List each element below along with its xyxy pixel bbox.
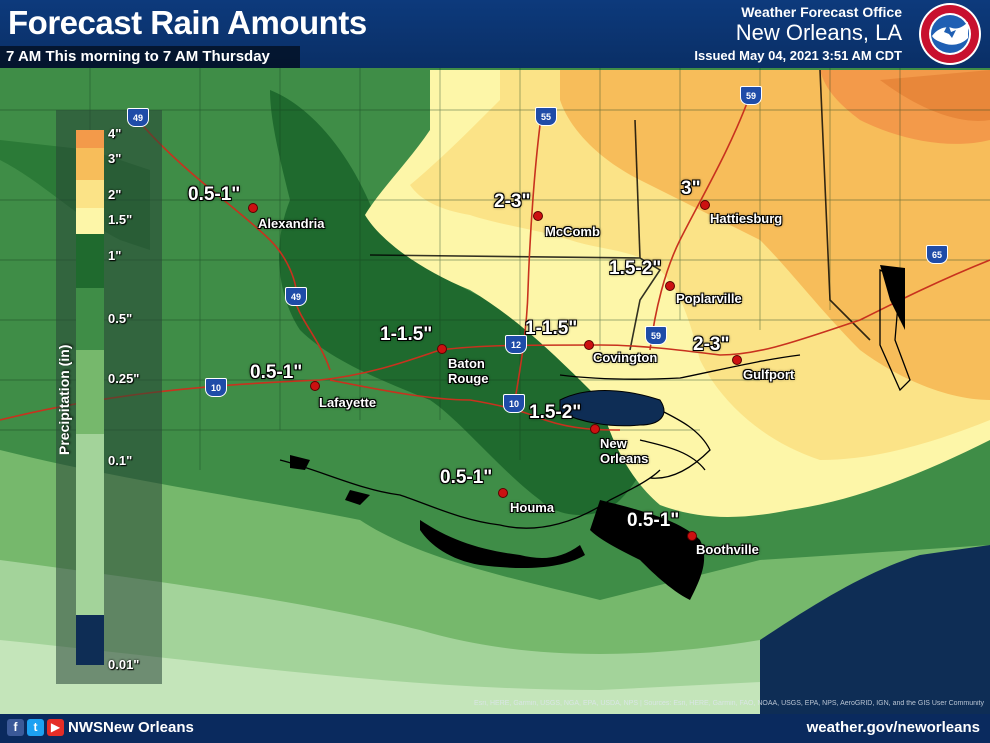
legend-swatch-1-5 xyxy=(76,208,104,234)
city-label-boothville: Boothville xyxy=(696,542,759,557)
city-dot-mccomb xyxy=(533,211,543,221)
map-attribution: Esri, HERE, Garmin, USGS, NGA, EPA, USDA… xyxy=(474,700,984,707)
interstate-59-north-shield: 59 xyxy=(740,86,762,105)
city-dot-covington xyxy=(584,340,594,350)
amount-label-alexandria: 0.5-1" xyxy=(188,184,241,205)
legend-title: Precipitation (in) xyxy=(56,344,72,455)
interstate-10-west-shield: 10 xyxy=(205,378,227,397)
office-city: New Orleans, LA xyxy=(735,20,902,45)
city-label-new-orleans-text: New Orleans xyxy=(600,436,649,466)
amount-label-houma: 0.5-1" xyxy=(440,467,493,488)
precipitation-legend xyxy=(56,110,162,684)
city-label-new-orleans: New Orleans xyxy=(600,436,648,466)
legend-swatch-2 xyxy=(76,180,104,208)
city-label-gulfport: Gulfport xyxy=(743,367,795,382)
city-dot-lafayette xyxy=(310,381,320,391)
legend-swatch-0-25 xyxy=(76,350,104,434)
legend-swatch-1 xyxy=(76,234,104,288)
website-link[interactable]: weather.gov/neworleans xyxy=(806,719,980,736)
legend-tick-3: 3" xyxy=(108,151,122,166)
city-dot-gulfport xyxy=(732,355,742,365)
twitter-icon[interactable]: t xyxy=(27,719,44,736)
city-label-mccomb: McComb xyxy=(545,224,600,239)
amount-label-baton-rouge: 1-1.5" xyxy=(380,324,433,345)
city-label-baton-rouge-text: Baton Rouge xyxy=(448,356,489,386)
footer-bar xyxy=(0,714,990,743)
interstate-49-north-shield: 49 xyxy=(127,108,149,127)
interstate-12-shield: 12 xyxy=(505,335,527,354)
city-label-houma: Houma xyxy=(510,500,555,515)
legend-tick-1: 1" xyxy=(108,248,122,263)
city-dot-houma xyxy=(498,488,508,498)
office-name: Weather Forecast Office xyxy=(741,4,902,20)
legend-tick-0-1: 0.1" xyxy=(108,453,133,468)
amount-label-covington: 1-1.5" xyxy=(525,318,578,339)
legend-swatch-4 xyxy=(76,130,104,148)
interstate-59-south-shield: 59 xyxy=(645,326,667,345)
forecast-period: 7 AM This morning to 7 AM Thursday xyxy=(6,48,270,65)
amount-label-gulfport: 2-3" xyxy=(693,334,730,355)
youtube-icon[interactable]: ▶ xyxy=(47,719,64,736)
city-label-baton-rouge: Baton Rouge xyxy=(448,356,488,386)
subtitle-bar xyxy=(0,46,300,68)
legend-color-bar xyxy=(76,130,104,665)
city-dot-new-orleans xyxy=(590,424,600,434)
legend-tick-0-5: 0.5" xyxy=(108,311,133,326)
legend-swatch-3 xyxy=(76,148,104,180)
city-dot-boothville xyxy=(687,531,697,541)
interstate-49-south-shield: 49 xyxy=(285,287,307,306)
legend-tick-4: 4" xyxy=(108,126,122,141)
city-label-poplarville: Poplarville xyxy=(676,291,742,306)
legend-tick-2: 2" xyxy=(108,187,122,202)
city-dot-poplarville xyxy=(665,281,675,291)
legend-swatch-0-01 xyxy=(76,615,104,665)
facebook-icon[interactable]: f xyxy=(7,719,24,736)
legend-tick-1-5: 1.5" xyxy=(108,212,133,227)
city-label-alexandria: Alexandria xyxy=(258,216,325,231)
amount-label-new-orleans: 1.5-2" xyxy=(529,402,582,423)
amount-label-mccomb: 2-3" xyxy=(494,191,531,212)
city-label-lafayette: Lafayette xyxy=(319,395,377,410)
legend-tick-0-01: 0.01" xyxy=(108,657,140,672)
legend-tick-0-25: 0.25" xyxy=(108,371,140,386)
city-label-covington: Covington xyxy=(593,350,658,365)
amount-label-hattiesburg: 3" xyxy=(681,178,701,199)
city-dot-hattiesburg xyxy=(700,200,710,210)
amount-label-boothville: 0.5-1" xyxy=(627,510,680,531)
social-handle: NWSNew Orleans xyxy=(68,719,194,736)
map-title: Forecast Rain Amounts xyxy=(8,4,367,41)
interstate-65-shield: 65 xyxy=(926,245,948,264)
city-dot-alexandria xyxy=(248,203,258,213)
nws-logo-icon xyxy=(919,3,981,65)
legend-swatch-0-1 xyxy=(76,434,104,615)
amount-label-poplarville: 1.5-2" xyxy=(609,258,662,279)
city-dot-baton-rouge xyxy=(437,344,447,354)
amount-label-lafayette: 0.5-1" xyxy=(250,362,303,383)
interstate-10-east-shield: 10 xyxy=(503,394,525,413)
legend-swatch-0-5 xyxy=(76,288,104,350)
city-label-hattiesburg: Hattiesburg xyxy=(710,211,783,226)
issued-time: Issued May 04, 2021 3:51 AM CDT xyxy=(694,48,902,63)
interstate-55-shield: 55 xyxy=(535,107,557,126)
